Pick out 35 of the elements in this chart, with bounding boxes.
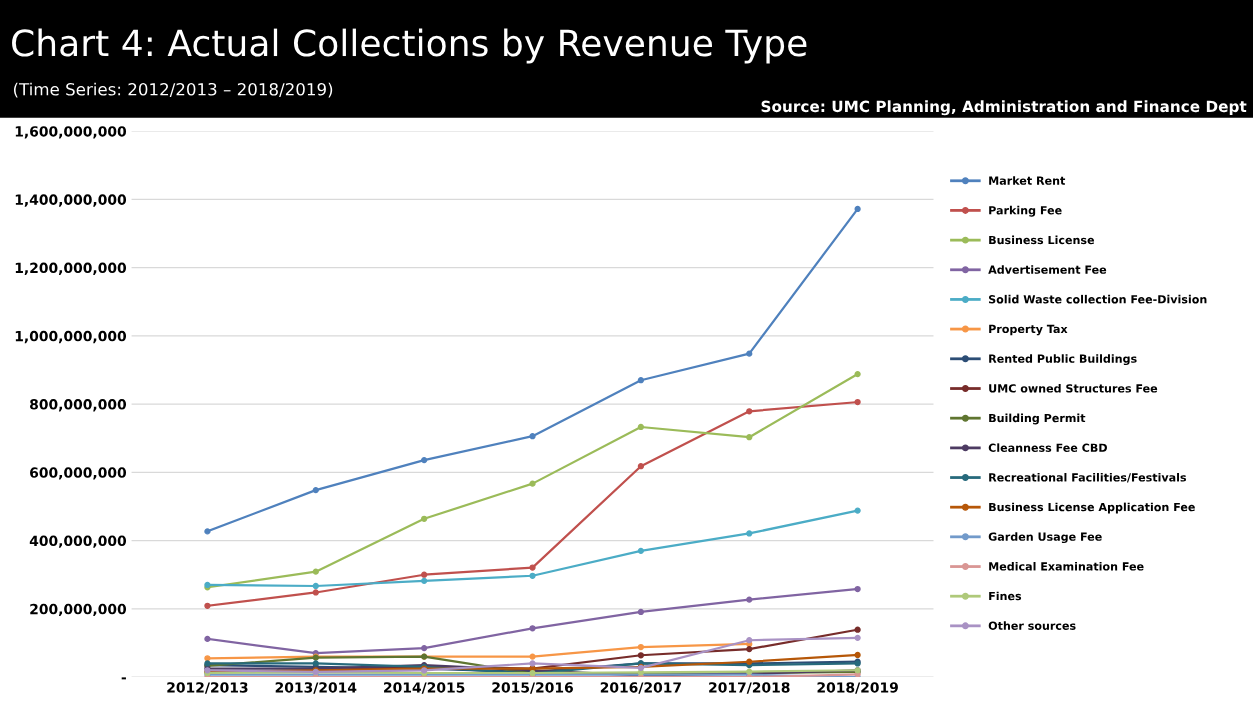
y-tick-label: 1,400,000,000: [15, 194, 127, 207]
legend-label: Business License Application Fee: [989, 502, 1195, 514]
y-tick-label: 1,200,000,000: [15, 262, 127, 275]
legend-label: Solid Waste collection Fee-Division: [988, 294, 1207, 304]
legend-label: Property Tax: [989, 324, 1068, 336]
x-tick-label: 2016/2017: [600, 682, 681, 694]
x-tick-label: 2017/2018: [709, 682, 790, 694]
legend-label: Rented Public Buildings: [989, 354, 1137, 366]
source-note: Source: UMC Planning, Administration and Finance Dept: [761, 100, 1247, 116]
y-tick-label: 800,000,000: [30, 399, 127, 412]
legend-label: Business License: [989, 235, 1095, 245]
chart-title: Chart 4: Actual Collections by Revenue Type: [12, 28, 807, 64]
legend-label: UMC owned Structures Fee: [989, 383, 1158, 393]
x-tick-label: 2018/2019: [817, 682, 898, 694]
x-tick-label: 2014/2015: [384, 682, 465, 694]
legend-label: Medical Examination Fee: [989, 562, 1144, 571]
legend-label: Advertisement Fee: [988, 265, 1107, 274]
x-tick-label: 2013/2014: [275, 682, 357, 694]
x-tick-label: 2015/2016: [492, 682, 573, 694]
y-tick-label: 400,000,000: [29, 535, 127, 548]
y-tick-label: 600,000,000: [30, 467, 127, 480]
chart-subtitle: (Time Series: 2012/2013 – 2018/2019): [13, 82, 333, 98]
y-tick-label: -: [121, 677, 126, 680]
legend-label: Garden Usage Fee: [988, 532, 1102, 544]
legend-label: Other sources: [988, 621, 1076, 630]
legend-label: Building Permit: [989, 413, 1086, 425]
legend-label: Fines: [989, 591, 1022, 601]
y-tick-label: 1,000,000,000: [15, 330, 127, 344]
y-tick-label: 1,600,000,000: [15, 126, 127, 139]
legend-label: Cleanness Fee CBD: [988, 443, 1107, 452]
y-tick-label: 200,000,000: [30, 603, 127, 617]
legend-label: Parking Fee: [989, 205, 1062, 217]
legend-label: Recreational Facilities/Festivals: [989, 472, 1187, 483]
legend-label: Market Rent: [989, 176, 1066, 185]
x-tick-label: 2012/2013: [167, 682, 248, 694]
